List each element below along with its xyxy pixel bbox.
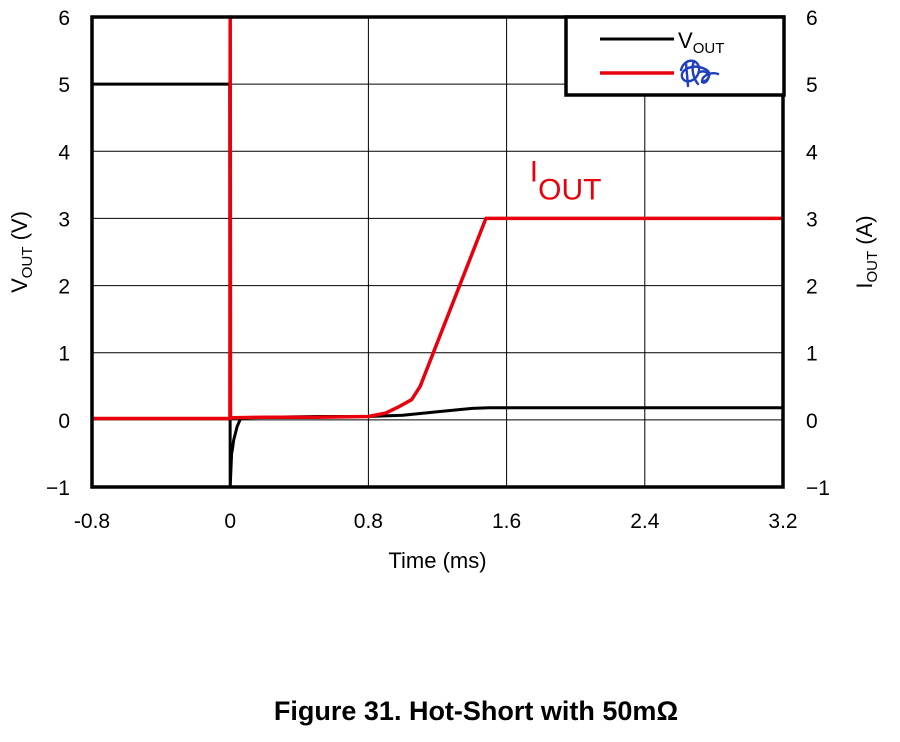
iout-annotation-main: I: [530, 156, 538, 189]
y-left-tick-label-0: 6: [58, 7, 70, 30]
x-tick-label-5: 3.2: [768, 510, 797, 533]
x-tick-label-0: -0.8: [74, 510, 110, 533]
series-layer: [92, 15, 783, 489]
y-left-tick-labels: 6 5 4 3 2 1 0 −1: [46, 7, 70, 500]
legend-scribble: [679, 59, 720, 88]
x-tick-label-1: 0: [224, 510, 236, 533]
y-left-title-main: V: [7, 278, 32, 293]
x-tick-label-3: 1.6: [492, 510, 521, 533]
y-right-tick-label-6: 0: [806, 410, 818, 433]
figure-caption: Figure 31. Hot-Short with 50mΩ: [273, 696, 679, 726]
y-right-axis-title: IOUT (A): [852, 215, 881, 288]
x-axis-title: Time (ms): [388, 548, 486, 573]
y-right-tick-label-7: −1: [806, 477, 830, 500]
y-left-axis-title: VOUT (V): [7, 211, 36, 293]
y-left-tick-label-6: 0: [58, 410, 70, 433]
legend-label-vout-sub: OUT: [693, 40, 725, 57]
x-tick-label-2: 0.8: [354, 510, 383, 533]
x-tick-labels: -0.8 0 0.8 1.6 2.4 3.2: [74, 510, 798, 533]
y-right-tick-label-0: 6: [806, 7, 818, 30]
y-left-tick-label-7: −1: [46, 477, 70, 500]
y-right-title-sub: OUT: [864, 251, 881, 283]
y-right-tick-label-2: 4: [806, 141, 818, 164]
y-right-tick-label-4: 2: [806, 276, 818, 299]
iout-annotation-sub: OUT: [538, 174, 601, 207]
legend-box: [564, 15, 786, 97]
plot-frame: [90, 15, 785, 489]
x-tick-label-4: 2.4: [630, 510, 660, 533]
legend-label-vout-main: V: [678, 28, 693, 53]
y-left-tick-label-2: 4: [58, 141, 70, 164]
y-right-title-main: I: [852, 283, 877, 289]
y-right-title-tail: (A): [852, 215, 877, 250]
y-right-tick-label-3: 3: [806, 208, 818, 231]
y-right-tick-label-1: 5: [806, 74, 818, 97]
y-left-title-tail: (V): [7, 211, 32, 246]
y-left-tick-label-5: 1: [58, 343, 70, 366]
y-right-tick-labels: 6 5 4 3 2 1 0 −1: [806, 7, 830, 500]
y-left-tick-label-1: 5: [58, 74, 70, 97]
y-left-title-sub: OUT: [19, 247, 36, 279]
y-left-tick-label-3: 3: [58, 208, 70, 231]
y-left-tick-label-4: 2: [58, 276, 70, 299]
iout-annotation: IOUT: [530, 156, 602, 207]
legend-label-vout: VOUT: [678, 28, 724, 57]
legend: VOUT: [564, 15, 786, 97]
series-line-iout: [92, 15, 783, 421]
y-right-tick-label-5: 1: [806, 343, 818, 366]
